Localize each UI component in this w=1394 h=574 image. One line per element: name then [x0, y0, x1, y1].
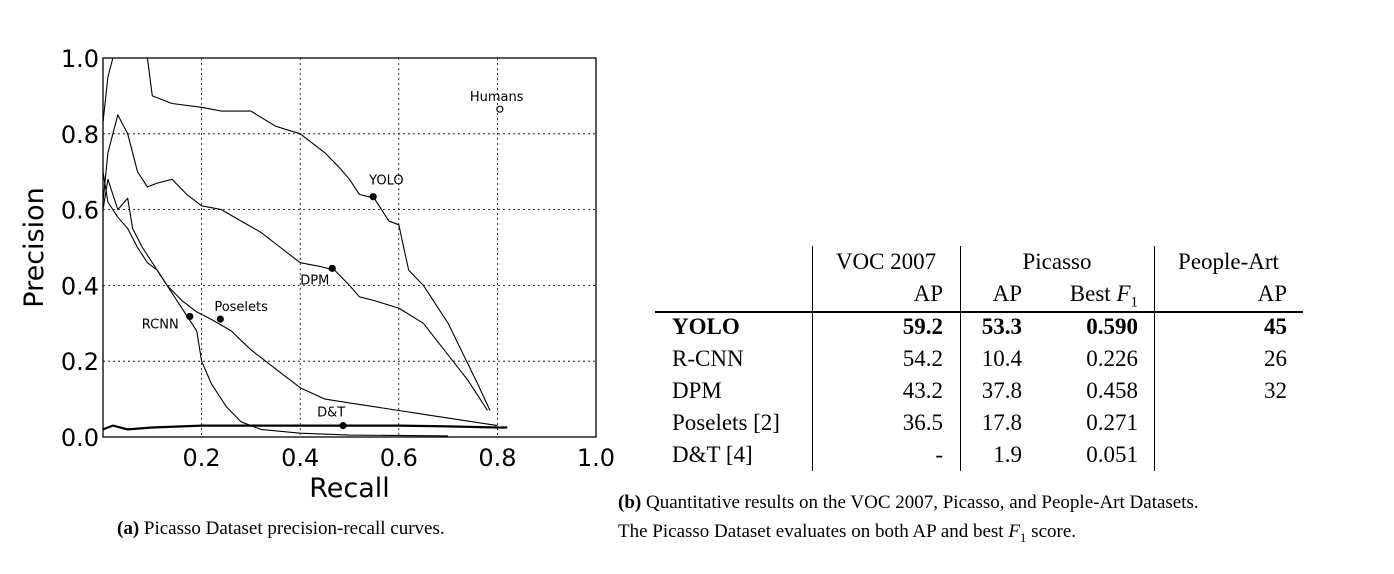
chart-ticks: 0.2 0.4 0.6 0.8 1.0 0.0 0.2 0.4 0.6 0.8 1.0 — [61, 45, 615, 472]
table-cell-pic-ap: 10.4 — [981, 346, 1022, 371]
caption-b-f: F — [1008, 521, 1020, 542]
y-tick-label: 0.4 — [61, 272, 99, 300]
table-cell-pic-ap: 1.9 — [993, 442, 1022, 467]
table-cell-pic-f1: 0.226 — [1086, 346, 1138, 371]
x-axis-label: Recall — [309, 473, 390, 504]
table-cell-pic-f1: 0.458 — [1086, 378, 1138, 403]
x-tick-label: 1.0 — [577, 444, 615, 472]
caption-b-text2: The Picasso Dataset evaluates on both AP… — [618, 521, 1009, 542]
header-people-art: People-Art — [1178, 249, 1279, 274]
figure-caption-a: (a) Picasso Dataset precision-recall cur… — [117, 518, 445, 540]
marker-label: YOLO — [368, 174, 403, 189]
series-line-yolo — [102, 57, 491, 411]
marker-label: Poselets — [214, 300, 268, 315]
figure-caption-b: (b) Quantitative results on the VOC 2007… — [618, 488, 1199, 552]
table-cell-voc-ap: 36.5 — [902, 410, 943, 435]
caption-b-text3: score. — [1026, 521, 1077, 542]
subheader-voc-ap: AP — [913, 281, 943, 306]
bestf1-f: F — [1116, 281, 1131, 306]
table-cell-voc-ap: - — [935, 442, 943, 467]
y-axis-label: Precision — [19, 187, 50, 307]
table-cell-pic-ap: 17.8 — [981, 410, 1022, 435]
marker-rcnn — [186, 312, 194, 321]
bestf1-prefix: Best — [1069, 281, 1117, 306]
caption-a-text: Picasso Dataset precision-recall curves. — [139, 518, 445, 539]
marker-label: Humans — [470, 90, 524, 105]
y-tick-label: 0.6 — [61, 197, 99, 225]
table-cell-pic-ap: 53.3 — [981, 314, 1022, 339]
table-cell-voc-ap: 59.2 — [902, 314, 943, 339]
table-cell-method: Poselets [2] — [672, 410, 780, 435]
table-cell-pa-ap: 32 — [1264, 378, 1287, 403]
subheader-peopleart-ap: AP — [1257, 281, 1287, 306]
y-tick-label: 0.2 — [61, 348, 99, 376]
marker-poselets — [216, 315, 224, 323]
marker-dt — [339, 422, 347, 430]
series-line-dt — [102, 424, 508, 431]
table-cell-voc-ap: 43.2 — [902, 378, 943, 403]
marker-humans — [496, 105, 504, 113]
table-vline-1 — [812, 246, 813, 471]
caption-a-prefix: (a) — [117, 518, 140, 539]
table-cell-pic-f1: 0.271 — [1086, 410, 1138, 435]
table-cell-pa-ap: 26 — [1264, 346, 1287, 371]
plot-frame — [102, 57, 597, 438]
table-cell-method: YOLO — [672, 314, 740, 339]
caption-b-sub: 1 — [1019, 529, 1027, 545]
table-vline-3 — [1154, 246, 1155, 471]
chart-markers: Humans YOLO DPM Poselets RCNN D&T — [142, 90, 524, 430]
y-tick-label: 0.0 — [61, 424, 99, 452]
marker-label: RCNN — [142, 317, 179, 332]
table-vline-2 — [960, 246, 961, 471]
subheader-picasso-ap: AP — [992, 281, 1022, 306]
series-line-dpm — [102, 114, 488, 411]
y-tick-label: 0.8 — [61, 121, 99, 149]
x-tick-label: 0.6 — [380, 444, 418, 472]
table-cell-method: D&T [4] — [672, 442, 753, 467]
table-cell-method: R-CNN — [672, 346, 744, 371]
marker-label: D&T — [317, 406, 345, 421]
table-cell-voc-ap: 54.2 — [902, 346, 943, 371]
chart-curves — [102, 57, 508, 437]
marker-dpm — [328, 264, 336, 272]
caption-b-line2: The Picasso Dataset evaluates on both AP… — [618, 517, 1199, 552]
caption-b-line1: (b) Quantitative results on the VOC 2007… — [618, 488, 1199, 517]
caption-b-prefix: (b) — [618, 492, 642, 513]
table-cell-pic-f1: 0.051 — [1086, 442, 1138, 467]
header-voc2007: VOC 2007 — [835, 249, 937, 274]
table-cell-method: DPM — [672, 378, 722, 403]
x-tick-label: 0.8 — [478, 444, 516, 472]
header-picasso: Picasso — [1022, 249, 1092, 274]
table-cell-pic-f1: 0.590 — [1086, 314, 1138, 339]
table-header-rule — [655, 311, 1303, 313]
subheader-picasso-bestf1: Best F1 — [1030, 281, 1138, 312]
marker-yolo — [369, 193, 377, 201]
marker-label: DPM — [300, 273, 329, 288]
bestf1-sub: 1 — [1130, 294, 1139, 311]
table-cell-pic-ap: 37.8 — [981, 378, 1022, 403]
table-cell-pa-ap: 45 — [1264, 314, 1287, 339]
caption-b-text1: Quantitative results on the VOC 2007, Pi… — [641, 492, 1199, 513]
x-tick-label: 0.4 — [281, 444, 319, 472]
series-line-poselets — [102, 178, 498, 427]
x-tick-label: 0.2 — [183, 444, 221, 472]
y-tick-label: 1.0 — [61, 45, 99, 73]
